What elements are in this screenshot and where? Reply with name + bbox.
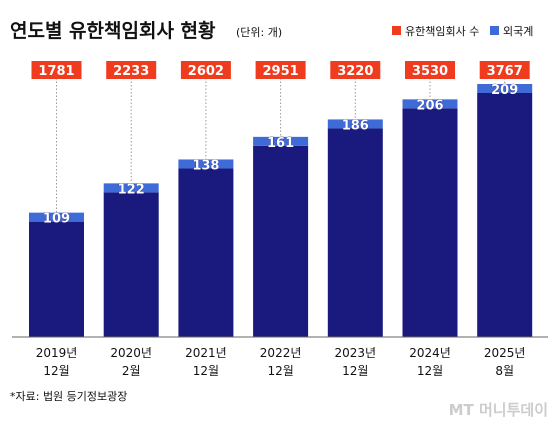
legend: 유한책임회사 수 외국계 [392,25,533,38]
total-value-label: 1781 [38,64,74,79]
total-value-label: 3220 [337,64,373,79]
total-value-label: 2951 [263,64,299,79]
foreign-value-label: 109 [43,212,70,227]
legend-swatch-total [392,26,401,35]
bar-total [477,93,533,337]
chart-title: 연도별 유한책임회사 현황 [10,19,216,42]
x-tick-label-month: 12월 [193,364,219,378]
foreign-value-label: 209 [491,83,518,98]
total-label-box [180,61,231,79]
x-tick-label-year: 2023년 [335,346,377,360]
x-tick-label-month: 8월 [495,364,514,378]
watermark-logo: MT 머니투데이 [449,401,548,419]
bar-foreign [402,99,458,109]
x-tick-label-month: 12월 [267,364,293,378]
bar-total [327,128,383,337]
x-tick-label-month: 12월 [417,364,443,378]
total-value-label: 3530 [412,64,448,79]
total-label-box [255,61,306,79]
x-tick-label-year: 2020년 [110,346,152,360]
bar-total [402,108,458,337]
x-tick-label-year: 2025년 [484,346,526,360]
total-label-box [330,61,381,79]
bar-total [29,221,84,337]
total-value-label: 2233 [113,64,149,79]
bar-foreign [253,136,309,146]
foreign-value-label: 206 [416,98,443,113]
bar-foreign [477,84,533,93]
foreign-value-label: 122 [118,182,145,197]
total-label-box [31,61,82,79]
unit-note: (단위: 개) [236,26,282,39]
total-value-label: 2602 [188,64,224,79]
x-tick-label-month: 12월 [342,364,368,378]
bar-foreign [327,119,383,129]
source-note: *자료: 법원 등기정보광장 [10,390,127,403]
bar-foreign [29,212,84,222]
foreign-value-label: 138 [192,158,219,173]
legend-label-foreign: 외국계 [503,25,533,38]
x-tick-label-month: 2월 [122,364,141,378]
bar-foreign [178,159,234,169]
x-tick-label-year: 2019년 [36,346,78,360]
total-value-label: 3767 [487,64,523,79]
foreign-value-label: 161 [267,136,294,151]
x-tick-label-year: 2021년 [185,346,227,360]
bar-total [253,145,309,337]
legend-label-total: 유한책임회사 수 [405,25,479,38]
foreign-value-label: 186 [342,118,369,133]
x-tick-label-month: 12월 [43,364,69,378]
x-tick-label-year: 2024년 [409,346,451,360]
x-tick-label-year: 2022년 [260,346,302,360]
bar-total [103,192,159,337]
total-label-box [479,61,530,79]
total-label-box [106,61,157,79]
bar-total [178,168,234,337]
total-label-box [405,61,455,79]
bar-foreign [103,183,159,193]
legend-swatch-foreign [490,26,499,35]
